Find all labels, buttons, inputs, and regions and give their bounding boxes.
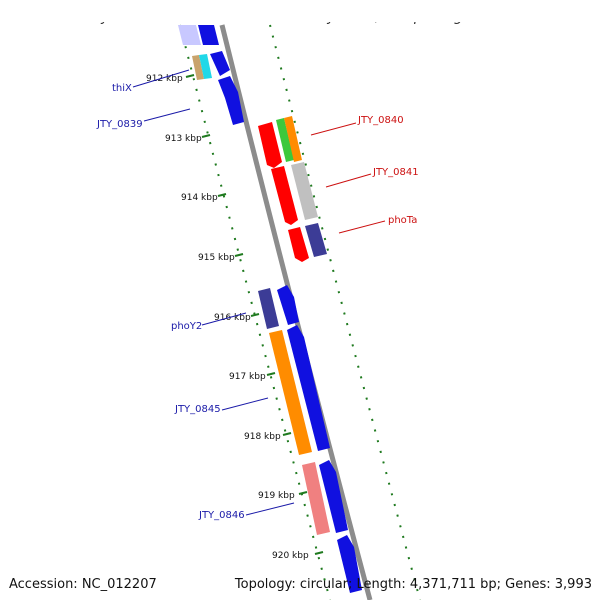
gene-phoTa-red[interactable] bbox=[288, 227, 309, 262]
gene-blue-916[interactable] bbox=[277, 285, 299, 325]
gene-jty0845-orange[interactable] bbox=[269, 330, 312, 455]
gene-jty0839-blue[interactable] bbox=[218, 76, 244, 125]
tick-label-919: 919 kbp bbox=[258, 491, 295, 501]
tick-label-918: 918 kbp bbox=[244, 432, 281, 442]
tick-group bbox=[185, 74, 324, 555]
tick-label-917: 917 kbp bbox=[229, 372, 266, 382]
reverse-strand bbox=[258, 116, 327, 262]
tick-mark bbox=[298, 491, 308, 495]
callout-jty0846 bbox=[245, 502, 295, 516]
gene-small-blue[interactable] bbox=[210, 51, 230, 76]
tick-mark bbox=[217, 193, 227, 197]
tick-mark bbox=[185, 74, 195, 78]
tick-mark bbox=[314, 551, 324, 555]
tick-label-916: 916 kbp bbox=[214, 313, 251, 323]
gene-blue-919[interactable] bbox=[319, 460, 348, 533]
top-fade bbox=[0, 0, 600, 22]
gene-jty0841-red[interactable] bbox=[271, 166, 298, 225]
label-jty0846[interactable]: JTY_0846 bbox=[198, 510, 245, 521]
gene-jty0840-red[interactable] bbox=[258, 122, 282, 168]
gene-jty0841-grey[interactable] bbox=[291, 162, 318, 220]
gene-thiX-cyan[interactable] bbox=[199, 54, 212, 79]
gene-blue-920[interactable] bbox=[337, 535, 362, 593]
callout-jty0840 bbox=[310, 122, 357, 136]
callout-thiX bbox=[132, 69, 190, 88]
callout-phoY2 bbox=[201, 312, 247, 326]
tick-label-913: 913 kbp bbox=[165, 134, 202, 144]
label-jty0845[interactable]: JTY_0845 bbox=[174, 404, 221, 415]
label-thiX[interactable]: thiX bbox=[112, 83, 132, 94]
accession-label: Accession: NC_012207 bbox=[9, 577, 157, 592]
label-phoY2[interactable]: phoY2 bbox=[171, 321, 202, 332]
label-jty0839[interactable]: JTY_0839 bbox=[96, 119, 143, 130]
tick-label-912: 912 kbp bbox=[146, 74, 183, 84]
gene-jty0840-green[interactable] bbox=[276, 118, 294, 162]
callout-jty0845 bbox=[221, 397, 269, 411]
label-phoTa[interactable]: phoTa bbox=[388, 215, 417, 226]
gene-thiX-tan[interactable] bbox=[192, 55, 204, 80]
genome-summary: Topology: circular; Length: 4,371,711 bp… bbox=[234, 577, 592, 592]
label-jty0841[interactable]: JTY_0841 bbox=[372, 167, 419, 178]
gene-top-left-blue[interactable] bbox=[198, 25, 219, 45]
tick-label-915: 915 kbp bbox=[198, 253, 235, 263]
callout-jty0839 bbox=[143, 108, 191, 122]
tick-mark bbox=[250, 313, 260, 317]
label-jty0840[interactable]: JTY_0840 bbox=[357, 115, 404, 126]
gene-phoY2-navy[interactable] bbox=[258, 288, 279, 329]
gene-jty0845-blue[interactable] bbox=[287, 325, 330, 451]
tick-label-914: 914 kbp bbox=[181, 193, 218, 203]
tick-mark bbox=[266, 372, 276, 376]
forward-strand bbox=[178, 25, 362, 593]
gene-top-left-white[interactable] bbox=[178, 25, 201, 45]
callout-jty0841 bbox=[325, 173, 372, 188]
tick-mark bbox=[234, 253, 244, 257]
tick-label-920: 920 kbp bbox=[272, 551, 309, 561]
gene-phoTa-navy[interactable] bbox=[305, 223, 327, 257]
tick-mark bbox=[201, 134, 211, 138]
tick-mark bbox=[282, 432, 292, 436]
callout-phoTa bbox=[338, 220, 386, 234]
gene-jty0840-orange[interactable] bbox=[284, 116, 302, 162]
gene-jty0846-pink[interactable] bbox=[302, 462, 330, 535]
